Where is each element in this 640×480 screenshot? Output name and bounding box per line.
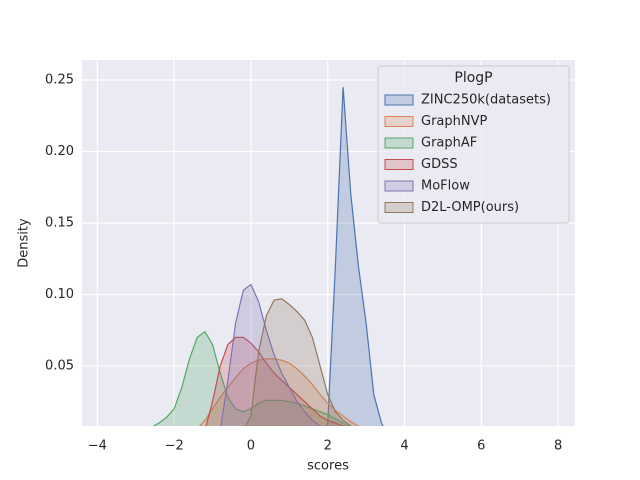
- legend-label: GraphNVP: [421, 114, 487, 129]
- x-tick-label: 2: [324, 439, 332, 454]
- legend-swatch: [384, 180, 414, 192]
- x-tick-label: 6: [477, 439, 485, 454]
- x-tick-label: 0: [247, 439, 255, 454]
- legend-swatch: [384, 159, 414, 170]
- density-area: [245, 298, 351, 426]
- density-line: [220, 283, 322, 426]
- legend-swatch: [384, 202, 414, 213]
- density-line: [205, 336, 345, 426]
- density-line: [244, 298, 353, 426]
- legend-swatch: [384, 94, 414, 106]
- legend-label: GDSS: [421, 157, 458, 172]
- legend-swatch: [384, 137, 414, 149]
- legend-label: MoFlow: [421, 179, 470, 194]
- density-area: [326, 87, 384, 426]
- areas: [152, 87, 384, 426]
- density-area: [199, 358, 359, 426]
- y-tick-label: 0.25: [45, 73, 74, 88]
- y-tick-label: 0.10: [45, 287, 74, 302]
- y-tick-label: 0.20: [45, 144, 74, 159]
- density-area: [220, 284, 321, 426]
- density-line: [325, 87, 384, 426]
- x-tick-label: 8: [554, 439, 562, 454]
- density-line: [152, 330, 350, 426]
- legend-box: [377, 65, 570, 224]
- density-area: [153, 331, 349, 426]
- legend-title: PlogP: [454, 70, 492, 86]
- x-axis-label: scores: [307, 459, 349, 474]
- x-tick-label: 4: [400, 439, 408, 454]
- legend-label: D2L-OMP(ours): [421, 200, 519, 215]
- x-tick-label: −2: [165, 439, 184, 454]
- density-line: [198, 358, 360, 426]
- x-tick-label: −4: [88, 439, 107, 454]
- legend-swatch: [384, 116, 414, 127]
- y-axis-label: Density: [17, 218, 32, 268]
- legend-label: GraphAF: [421, 136, 477, 151]
- density-area: [206, 337, 344, 426]
- y-tick-label: 0.15: [45, 215, 74, 230]
- legend: PlogP ZINC250k(datasets) GraphNVP GraphAF GD…: [377, 65, 570, 224]
- legend-label: ZINC250k(datasets): [421, 93, 551, 108]
- y-tick-label: 0.05: [45, 358, 74, 373]
